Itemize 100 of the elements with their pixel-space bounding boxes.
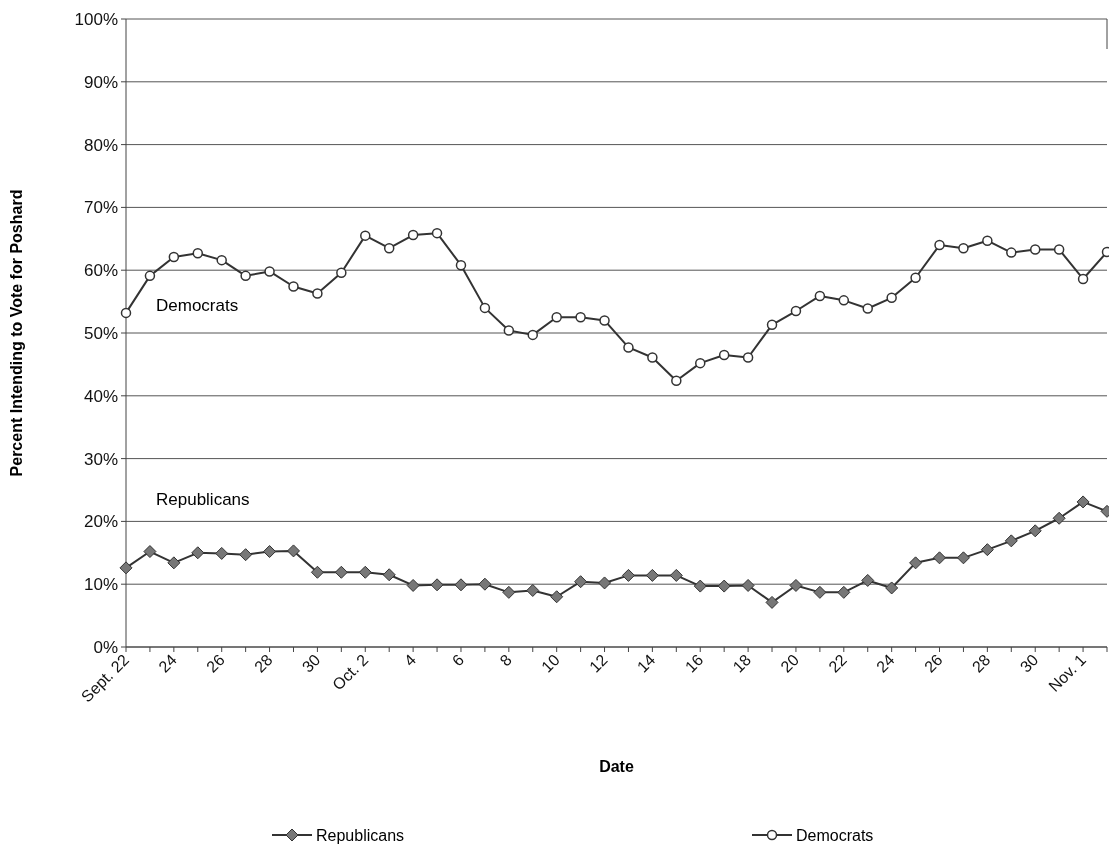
point bbox=[694, 357, 706, 369]
point bbox=[119, 561, 133, 575]
point bbox=[167, 556, 181, 570]
point bbox=[1052, 511, 1066, 525]
point bbox=[956, 551, 970, 565]
x-tick-label: 6 bbox=[448, 651, 468, 670]
point bbox=[239, 548, 253, 562]
point bbox=[766, 319, 778, 331]
point bbox=[286, 544, 300, 558]
point bbox=[479, 302, 491, 314]
x-tick-label: 24 bbox=[155, 651, 181, 676]
point bbox=[550, 590, 564, 604]
point bbox=[742, 352, 754, 363]
y-tick-label: 20% bbox=[83, 512, 118, 532]
point bbox=[120, 307, 132, 319]
point bbox=[837, 585, 851, 599]
y-tick-label: 40% bbox=[83, 386, 118, 406]
annotation: Democrats bbox=[156, 295, 239, 315]
point bbox=[1028, 524, 1042, 538]
point bbox=[813, 585, 827, 599]
point bbox=[240, 270, 251, 282]
point bbox=[789, 578, 803, 592]
y-tick-label: 30% bbox=[83, 449, 118, 469]
point bbox=[406, 578, 420, 592]
y-axis-title: Percent Intending to Vote for Poshard bbox=[8, 189, 25, 477]
x-tick-label: 8 bbox=[496, 651, 516, 670]
point bbox=[599, 315, 610, 326]
y-tick-label: 100% bbox=[74, 9, 118, 29]
point bbox=[310, 565, 324, 579]
point bbox=[502, 585, 516, 599]
point bbox=[263, 545, 277, 559]
point bbox=[455, 259, 467, 271]
point bbox=[1029, 244, 1041, 255]
point bbox=[669, 568, 683, 582]
point bbox=[334, 565, 348, 579]
point bbox=[382, 568, 396, 582]
point bbox=[574, 575, 588, 589]
annotation: Republicans bbox=[156, 490, 250, 510]
point bbox=[360, 230, 371, 241]
point bbox=[1053, 244, 1065, 255]
point bbox=[741, 578, 755, 592]
point bbox=[958, 242, 969, 254]
x-tick-label: 14 bbox=[633, 651, 659, 676]
point bbox=[765, 595, 779, 609]
y-tick-label: 70% bbox=[83, 198, 118, 218]
point bbox=[503, 325, 515, 336]
point bbox=[575, 312, 586, 323]
x-tick-label: 30 bbox=[298, 651, 324, 676]
point bbox=[168, 251, 180, 263]
point bbox=[192, 247, 204, 259]
point bbox=[1006, 247, 1017, 258]
legend-label: Democrats bbox=[796, 826, 874, 844]
point bbox=[407, 229, 419, 241]
point bbox=[934, 239, 945, 251]
point bbox=[215, 546, 229, 560]
point bbox=[862, 303, 873, 314]
point bbox=[526, 583, 540, 597]
x-tick-label: 24 bbox=[873, 651, 898, 676]
point bbox=[980, 543, 994, 557]
x-tick-label: 30 bbox=[1016, 651, 1042, 676]
x-tick-label: 4 bbox=[400, 651, 420, 670]
point bbox=[885, 581, 899, 595]
x-tick-label: 28 bbox=[968, 651, 994, 676]
point bbox=[886, 292, 897, 304]
x-tick-label: Nov. 1 bbox=[1045, 651, 1090, 695]
point bbox=[312, 288, 323, 299]
x-tick-label: 16 bbox=[681, 651, 707, 676]
point bbox=[527, 329, 539, 341]
point bbox=[336, 267, 347, 278]
point bbox=[478, 577, 492, 591]
point bbox=[718, 349, 730, 361]
point bbox=[910, 272, 921, 283]
point bbox=[383, 242, 395, 254]
x-tick-label: 26 bbox=[921, 651, 946, 676]
x-tick-label: 26 bbox=[203, 651, 228, 676]
point bbox=[621, 568, 635, 582]
point bbox=[454, 578, 468, 592]
point bbox=[1077, 273, 1089, 285]
point bbox=[933, 551, 947, 565]
point bbox=[288, 281, 299, 292]
point bbox=[838, 295, 850, 306]
point bbox=[191, 546, 205, 560]
point bbox=[645, 568, 659, 582]
x-tick-label: 28 bbox=[251, 651, 276, 676]
point bbox=[909, 556, 923, 570]
point bbox=[598, 576, 612, 590]
x-tick-label: 20 bbox=[777, 651, 803, 676]
point bbox=[216, 254, 227, 266]
point bbox=[430, 578, 444, 592]
point bbox=[671, 375, 682, 386]
point bbox=[264, 266, 275, 277]
point bbox=[647, 352, 658, 363]
point bbox=[1004, 534, 1018, 548]
point bbox=[1076, 495, 1090, 509]
point bbox=[358, 565, 372, 579]
point bbox=[693, 579, 707, 593]
x-axis-title: Date bbox=[599, 758, 634, 775]
point bbox=[790, 305, 802, 317]
point bbox=[717, 579, 731, 593]
y-tick-label: 0% bbox=[93, 637, 118, 657]
